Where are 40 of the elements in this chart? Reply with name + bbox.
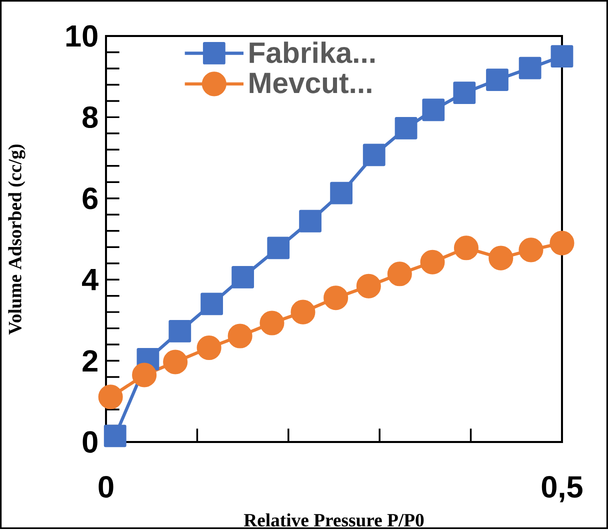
point xyxy=(260,310,284,336)
point xyxy=(163,350,188,374)
point xyxy=(550,230,574,256)
y-axis-title: Volume Adsorbed (cc/g) xyxy=(8,144,26,335)
point xyxy=(486,68,508,92)
point xyxy=(299,210,322,232)
point xyxy=(228,324,252,348)
point xyxy=(324,286,348,310)
y-tick-label: 6 xyxy=(82,188,98,210)
point xyxy=(550,45,574,68)
y-tick-label: 10 xyxy=(66,25,98,47)
point xyxy=(488,246,514,270)
point xyxy=(98,384,123,410)
point xyxy=(518,56,542,80)
point xyxy=(453,82,476,104)
point xyxy=(387,262,412,286)
y-tick-label: 0 xyxy=(82,431,98,453)
point xyxy=(330,182,352,204)
point xyxy=(200,292,223,316)
point xyxy=(132,362,157,388)
point xyxy=(454,236,478,260)
legend-label: Fabrika... xyxy=(250,42,375,64)
point xyxy=(420,250,445,274)
point xyxy=(356,274,381,298)
point xyxy=(104,424,126,448)
point xyxy=(422,98,445,122)
y-tick-label: 4 xyxy=(82,269,98,290)
point xyxy=(362,144,386,166)
x-tick-label: 0,5 xyxy=(542,476,582,502)
point xyxy=(394,116,418,140)
legend-label: Mevcut... xyxy=(250,72,372,94)
point xyxy=(232,266,254,288)
x-axis-title: Relative Pressure P/P0 xyxy=(244,513,424,527)
y-tick-label: 8 xyxy=(82,106,98,128)
point xyxy=(267,236,290,260)
y-tick-label: 2 xyxy=(82,350,98,372)
point xyxy=(518,238,544,262)
point xyxy=(196,336,222,360)
point xyxy=(290,300,316,324)
point xyxy=(168,320,192,342)
